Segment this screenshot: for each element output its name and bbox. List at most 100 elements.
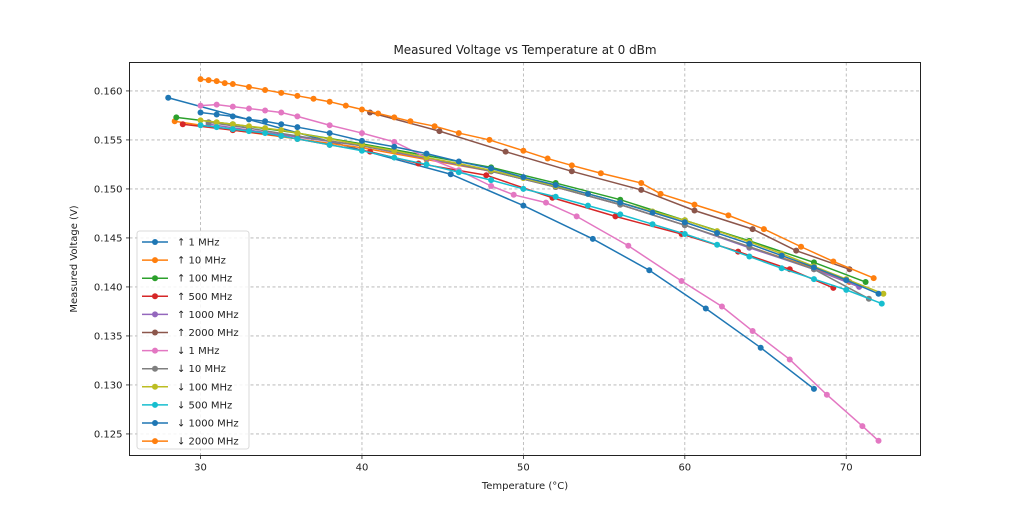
data-point <box>702 305 709 312</box>
data-point <box>681 231 688 238</box>
legend-item: ↑ 1000 MHz <box>142 310 239 321</box>
data-point <box>278 121 285 128</box>
legend-label: ↑ 10 MHz <box>177 256 226 267</box>
data-point <box>823 391 830 398</box>
series-9 <box>197 122 885 307</box>
data-point <box>875 290 882 297</box>
data-point <box>455 158 462 165</box>
data-point <box>213 111 220 118</box>
legend-swatch-marker <box>152 383 158 390</box>
x-tick-label: 40 <box>356 463 369 474</box>
data-point <box>391 154 398 161</box>
data-point <box>326 122 333 129</box>
series-line <box>208 121 870 300</box>
data-point <box>520 185 527 192</box>
data-point <box>326 98 333 105</box>
y-tick-label: 0.130 <box>94 380 123 391</box>
x-tick-label: 60 <box>678 463 691 474</box>
x-axis-label: Temperature (°C) <box>481 481 568 492</box>
series-6 <box>197 101 882 444</box>
series-line <box>182 123 834 289</box>
data-point <box>678 278 685 285</box>
data-point <box>798 243 805 250</box>
data-point <box>746 240 753 247</box>
data-point <box>649 209 656 216</box>
data-point <box>294 113 301 120</box>
data-point <box>638 186 645 193</box>
data-point <box>830 258 837 265</box>
legend-item: ↓ 10 MHz <box>142 364 226 375</box>
data-point <box>342 102 349 109</box>
data-point <box>859 423 866 430</box>
data-point <box>746 253 753 260</box>
legend-label: ↑ 1000 MHz <box>177 310 239 321</box>
data-point <box>205 77 212 84</box>
data-point <box>262 118 269 125</box>
legend-item: ↑ 100 MHz <box>142 274 232 285</box>
series-4 <box>205 121 863 290</box>
x-tick-label: 30 <box>194 463 207 474</box>
data-point <box>229 113 236 120</box>
data-point <box>213 101 220 108</box>
data-point <box>358 147 365 154</box>
legend-swatch-marker <box>152 401 158 408</box>
data-point <box>875 437 882 444</box>
data-point <box>262 86 269 93</box>
series-line <box>208 123 860 288</box>
legend: ↑ 1 MHz ↑ 10 MHz ↑ 100 MHz ↑ 500 MHz ↑ 1000 … <box>136 230 250 450</box>
data-point <box>749 328 756 335</box>
data-point <box>310 95 317 102</box>
series-5 <box>367 109 853 273</box>
data-point <box>213 78 220 85</box>
legend-swatch-marker <box>152 365 158 372</box>
data-point <box>552 182 559 189</box>
y-axis-label: Measured Voltage (V) <box>69 205 80 312</box>
legend-label: ↓ 500 MHz <box>177 400 232 411</box>
data-point <box>810 385 817 392</box>
y-tick-label: 0.125 <box>94 429 123 440</box>
data-point <box>197 122 204 129</box>
legend-label: ↓ 10 MHz <box>177 364 226 375</box>
data-point <box>294 92 301 99</box>
y-tick-label: 0.145 <box>94 233 123 244</box>
data-point <box>213 119 220 126</box>
data-point <box>552 193 559 200</box>
series-3 <box>179 121 837 291</box>
data-point <box>612 213 619 220</box>
legend-swatch-marker <box>152 420 158 426</box>
data-point <box>431 123 438 130</box>
y-tick-label: 0.140 <box>94 282 123 293</box>
legend-item: ↓ 1 MHz <box>142 346 220 357</box>
series-line <box>176 116 866 283</box>
series-line <box>369 111 850 270</box>
data-point <box>649 221 656 228</box>
data-point <box>229 121 236 128</box>
data-point <box>714 241 721 248</box>
data-point <box>843 286 850 293</box>
data-point <box>510 191 517 198</box>
legend-label: ↑ 1 MHz <box>177 238 220 249</box>
data-point <box>262 107 269 114</box>
data-point <box>326 130 333 137</box>
data-point <box>793 247 800 254</box>
series-7 <box>205 119 872 302</box>
data-point <box>391 138 398 145</box>
data-point <box>245 128 252 135</box>
data-point <box>625 242 632 249</box>
series-10 <box>197 109 882 297</box>
data-point <box>455 169 462 176</box>
data-point <box>778 252 785 259</box>
data-point <box>262 130 269 137</box>
data-point <box>573 213 580 220</box>
legend-label: ↑ 100 MHz <box>177 274 232 285</box>
chart-title: Measured Voltage vs Temperature at 0 dBm <box>393 43 656 57</box>
data-point <box>455 130 462 137</box>
data-point <box>197 76 204 83</box>
data-point <box>646 267 653 274</box>
legend-label: ↓ 1000 MHz <box>177 419 239 430</box>
series-1 <box>171 118 853 286</box>
data-point <box>714 230 721 237</box>
data-point <box>358 130 365 137</box>
data-point <box>294 130 301 137</box>
